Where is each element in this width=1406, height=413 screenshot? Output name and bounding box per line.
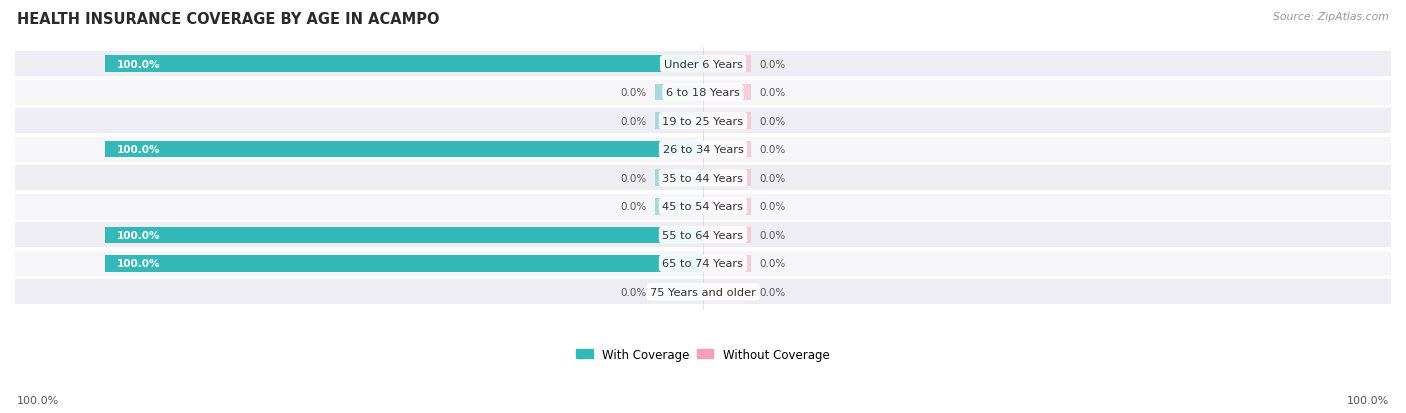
Text: 0.0%: 0.0% [620,173,647,183]
Text: 19 to 25 Years: 19 to 25 Years [662,116,744,126]
Text: 100.0%: 100.0% [1347,395,1389,405]
Bar [655,284,703,300]
Text: Under 6 Years: Under 6 Years [664,59,742,69]
Text: 0.0%: 0.0% [620,88,647,98]
Bar [15,81,1391,105]
Bar [655,170,703,187]
Bar [104,255,703,272]
Legend: With Coverage, Without Coverage: With Coverage, Without Coverage [576,348,830,361]
Bar [703,142,751,158]
Text: 26 to 34 Years: 26 to 34 Years [662,145,744,155]
Text: 0.0%: 0.0% [759,59,786,69]
Text: 45 to 54 Years: 45 to 54 Years [662,202,744,212]
Bar [15,166,1391,191]
Text: 0.0%: 0.0% [620,287,647,297]
Bar [104,56,703,73]
Bar [15,194,1391,219]
Text: 0.0%: 0.0% [759,116,786,126]
Bar [655,199,703,215]
Text: 6 to 18 Years: 6 to 18 Years [666,88,740,98]
Bar [703,85,751,101]
Bar [703,170,751,187]
Text: 0.0%: 0.0% [759,202,786,212]
Text: 100.0%: 100.0% [117,259,160,268]
Bar [655,85,703,101]
Text: 0.0%: 0.0% [759,287,786,297]
Text: 100.0%: 100.0% [117,230,160,240]
Text: 65 to 74 Years: 65 to 74 Years [662,259,744,268]
Bar [15,109,1391,134]
Text: HEALTH INSURANCE COVERAGE BY AGE IN ACAMPO: HEALTH INSURANCE COVERAGE BY AGE IN ACAM… [17,12,439,27]
Bar [104,227,703,243]
Text: Source: ZipAtlas.com: Source: ZipAtlas.com [1274,12,1389,22]
Text: 100.0%: 100.0% [17,395,59,405]
Text: 0.0%: 0.0% [620,116,647,126]
Text: 55 to 64 Years: 55 to 64 Years [662,230,744,240]
Text: 0.0%: 0.0% [759,259,786,268]
Bar [703,199,751,215]
Bar [15,223,1391,248]
Text: 100.0%: 100.0% [117,145,160,155]
Bar [15,52,1391,77]
Text: 0.0%: 0.0% [620,202,647,212]
Bar [703,113,751,130]
Bar [15,251,1391,276]
Bar [15,138,1391,162]
Text: 75 Years and older: 75 Years and older [650,287,756,297]
Text: 0.0%: 0.0% [759,230,786,240]
Bar [703,284,751,300]
Bar [703,227,751,243]
Bar [703,255,751,272]
Bar [15,280,1391,305]
Bar [703,56,751,73]
Text: 35 to 44 Years: 35 to 44 Years [662,173,744,183]
Text: 0.0%: 0.0% [759,88,786,98]
Text: 0.0%: 0.0% [759,173,786,183]
Bar [655,113,703,130]
Bar [104,142,703,158]
Text: 100.0%: 100.0% [117,59,160,69]
Text: 0.0%: 0.0% [759,145,786,155]
